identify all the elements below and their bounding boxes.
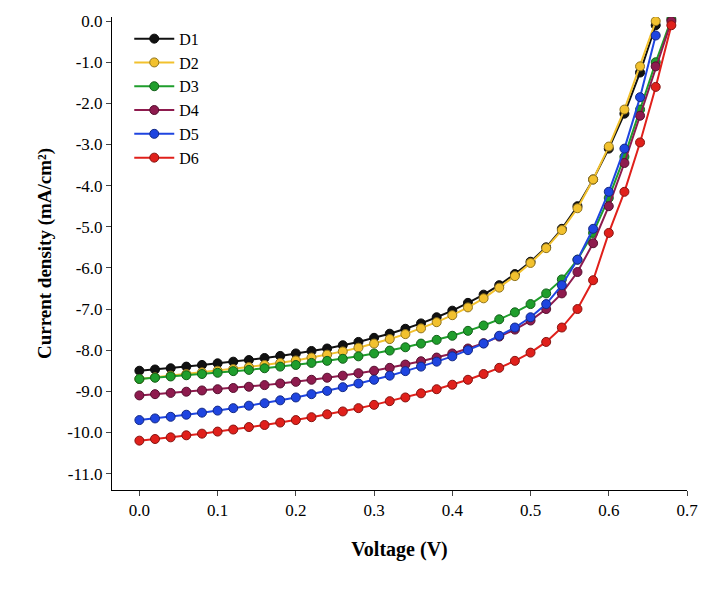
- svg-text:0.7: 0.7: [676, 501, 698, 520]
- svg-text:-5.0: -5.0: [76, 218, 103, 237]
- svg-text:D6: D6: [179, 150, 199, 167]
- svg-text:-1.0: -1.0: [76, 53, 103, 72]
- svg-text:D5: D5: [179, 126, 199, 143]
- svg-text:-4.0: -4.0: [76, 177, 103, 196]
- svg-text:D2: D2: [179, 55, 199, 72]
- svg-text:-2.0: -2.0: [76, 94, 103, 113]
- svg-text:-9.0: -9.0: [76, 382, 103, 401]
- svg-text:Current density (mA/cm²): Current density (mA/cm²): [34, 148, 56, 359]
- svg-text:0.3: 0.3: [363, 501, 384, 520]
- svg-text:D4: D4: [179, 102, 199, 119]
- svg-text:0.6: 0.6: [598, 501, 619, 520]
- svg-text:0.2: 0.2: [285, 501, 306, 520]
- svg-text:0.1: 0.1: [207, 501, 228, 520]
- svg-text:Voltage (V): Voltage (V): [351, 538, 447, 561]
- svg-text:-8.0: -8.0: [76, 341, 103, 360]
- svg-text:-11.0: -11.0: [68, 465, 103, 484]
- svg-text:D3: D3: [179, 78, 199, 95]
- svg-text:0.0: 0.0: [81, 12, 102, 31]
- svg-text:-6.0: -6.0: [76, 259, 103, 278]
- svg-text:-3.0: -3.0: [76, 135, 103, 154]
- svg-text:0.5: 0.5: [520, 501, 541, 520]
- svg-text:-7.0: -7.0: [76, 300, 103, 319]
- svg-text:0.4: 0.4: [442, 501, 464, 520]
- svg-text:0.0: 0.0: [129, 501, 150, 520]
- svg-text:-10.0: -10.0: [67, 423, 102, 442]
- svg-text:D1: D1: [179, 31, 199, 48]
